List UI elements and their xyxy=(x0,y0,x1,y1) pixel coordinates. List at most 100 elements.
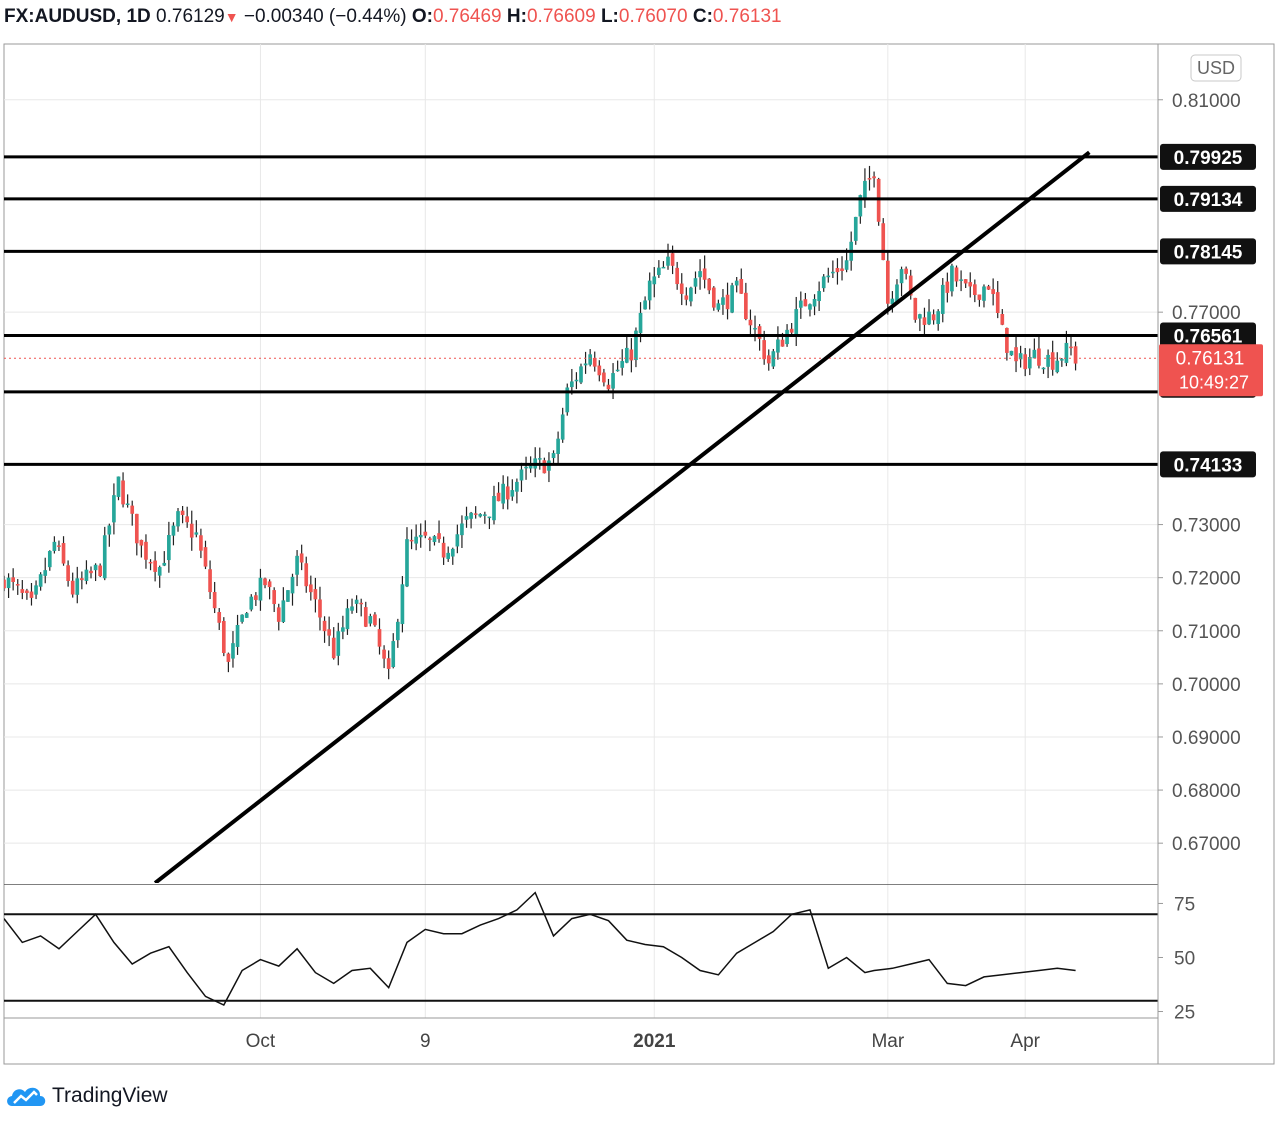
candle-body xyxy=(176,511,180,527)
candle-body xyxy=(386,658,391,669)
y-tick-label: 0.72000 xyxy=(1172,569,1241,590)
candle-body xyxy=(515,481,519,492)
candle-body xyxy=(895,284,899,302)
price-change: −0.00340 (−0.44%) xyxy=(243,6,407,27)
symbol-name[interactable]: FX:AUDUSD, xyxy=(4,6,122,27)
candle-body xyxy=(780,339,785,347)
candle-body xyxy=(308,584,313,593)
interval[interactable]: 1D xyxy=(126,6,151,27)
candle-body xyxy=(624,347,629,363)
candle-body xyxy=(1009,350,1014,356)
candle-body xyxy=(826,275,831,278)
candle-body xyxy=(789,328,794,333)
candle-body xyxy=(331,637,336,659)
candle-body xyxy=(57,545,61,547)
candle-body xyxy=(322,620,327,632)
candle-body xyxy=(744,292,748,320)
candle-body xyxy=(812,299,817,307)
candle-body xyxy=(995,292,1000,313)
x-tick-label: Mar xyxy=(871,1031,904,1052)
candle-body xyxy=(240,614,244,622)
candle-body xyxy=(922,317,927,325)
candle-body xyxy=(1041,367,1046,370)
candle-body xyxy=(121,480,125,505)
candle-body xyxy=(1023,354,1028,370)
candle-body xyxy=(70,580,75,595)
candle-body xyxy=(519,469,524,481)
candle-body xyxy=(116,476,121,497)
candle-body xyxy=(524,466,528,469)
candle-body xyxy=(15,584,20,586)
candle-body xyxy=(286,590,290,602)
candle-body xyxy=(670,253,675,266)
change-down-icon: ▼ xyxy=(224,9,239,25)
candle-body xyxy=(130,505,135,514)
candle-body xyxy=(899,269,904,284)
candle-body xyxy=(290,576,295,594)
symbol-header: FX:AUDUSD, 1D 0.76129▼ −0.00340 (−0.44%)… xyxy=(4,6,782,34)
candle-body xyxy=(469,512,473,519)
candle-body xyxy=(249,596,254,610)
candle-body xyxy=(771,351,776,367)
candle-body xyxy=(867,178,872,180)
candle-body xyxy=(643,300,647,310)
candle-body xyxy=(959,279,963,281)
high-value: 0.76609 xyxy=(526,6,596,27)
candle-body xyxy=(4,579,6,589)
candle-body xyxy=(977,294,982,300)
candle-body xyxy=(661,266,666,269)
candle-body xyxy=(968,282,973,287)
candle-body xyxy=(341,627,345,632)
candle-body xyxy=(698,271,702,278)
candle-body xyxy=(441,542,446,558)
oscillator-line xyxy=(4,891,1076,1006)
candle-body xyxy=(153,560,157,572)
y-tick-label: 0.69000 xyxy=(1172,728,1241,749)
candle-body xyxy=(34,585,38,595)
axes: 0.81000 0.77000 0.73000 0.72000 0.71000 0.700… xyxy=(4,44,1242,1064)
candle-body xyxy=(798,300,803,308)
candle-body xyxy=(203,547,208,567)
candle-body xyxy=(483,514,487,516)
candle-body xyxy=(446,552,451,559)
candle-body xyxy=(75,578,80,595)
candle-body xyxy=(199,535,203,551)
candle-body xyxy=(551,453,556,459)
price-labels: 0.799250.791340.781450.765610.756330.741… xyxy=(1159,143,1263,478)
chart-frame xyxy=(3,43,1275,1065)
candle-body xyxy=(391,641,396,668)
candle-body xyxy=(162,562,167,566)
countdown-label: 10:49:27 xyxy=(1179,372,1249,392)
candlestick-series xyxy=(4,165,1078,680)
candle-body xyxy=(702,268,707,280)
x-tick-label: 9 xyxy=(420,1031,431,1052)
close-value: 0.76131 xyxy=(712,6,782,27)
candle-body xyxy=(831,271,835,274)
candle-body xyxy=(409,539,414,542)
candle-body xyxy=(89,570,93,574)
candle-body xyxy=(542,460,547,474)
level-price-tag xyxy=(1160,185,1256,212)
y-tick-label: 0.71000 xyxy=(1172,622,1241,643)
open-value: 0.76469 xyxy=(432,6,502,27)
candle-body xyxy=(863,180,867,200)
indicator-tick-label: 50 xyxy=(1174,948,1195,969)
candle-body xyxy=(757,326,762,339)
candle-body xyxy=(1032,349,1037,359)
last-price: 0.76129 xyxy=(156,6,225,27)
candle-body xyxy=(1060,359,1064,361)
footer: TradingView xyxy=(4,1080,168,1112)
candle-body xyxy=(1073,346,1078,364)
candle-body xyxy=(350,606,354,611)
candle-body xyxy=(602,372,606,383)
candle-body xyxy=(583,363,588,366)
low-value: 0.76070 xyxy=(618,6,688,27)
tradingview-cloud-icon[interactable] xyxy=(4,1082,48,1110)
candle-body xyxy=(327,629,331,636)
candle-body xyxy=(455,534,460,547)
candle-body xyxy=(313,589,318,600)
candle-body xyxy=(1018,353,1023,360)
candle-body xyxy=(487,516,492,519)
candle-body xyxy=(945,281,950,293)
